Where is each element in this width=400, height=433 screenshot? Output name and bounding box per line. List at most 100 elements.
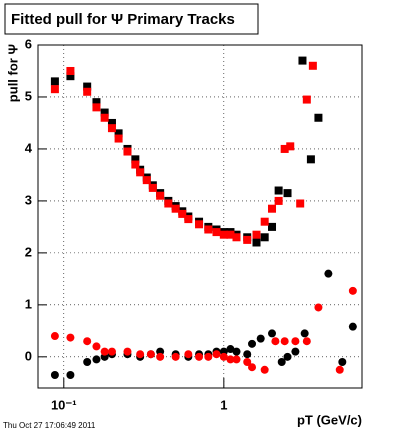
marker xyxy=(66,371,75,380)
marker xyxy=(83,337,92,346)
marker xyxy=(171,352,180,361)
marker xyxy=(66,66,75,75)
marker xyxy=(92,355,101,364)
marker xyxy=(243,235,252,244)
marker xyxy=(308,61,317,70)
marker xyxy=(302,337,311,346)
marker xyxy=(195,220,204,229)
marker xyxy=(156,191,165,200)
y-tick-label: 1 xyxy=(25,296,32,311)
marker xyxy=(171,204,180,213)
marker xyxy=(280,337,289,346)
marker xyxy=(291,347,300,356)
marker xyxy=(243,350,252,359)
marker xyxy=(50,371,59,380)
y-tick-label: 4 xyxy=(25,140,33,155)
marker xyxy=(243,358,252,367)
y-tick-label: 2 xyxy=(25,244,32,259)
marker xyxy=(314,303,323,312)
marker xyxy=(286,142,295,151)
y-tick-label: 5 xyxy=(25,88,32,103)
marker xyxy=(100,108,109,117)
marker xyxy=(226,355,235,364)
chart-title: Fitted pull for Ψ Primary Tracks xyxy=(11,11,235,28)
marker xyxy=(256,334,265,343)
marker xyxy=(123,347,132,356)
marker xyxy=(226,345,235,354)
timestamp: Thu Oct 27 17:06:49 2011 xyxy=(3,421,96,430)
marker xyxy=(260,365,269,374)
marker xyxy=(212,228,221,237)
marker xyxy=(226,230,235,239)
marker xyxy=(219,230,228,239)
y-tick-label: 3 xyxy=(25,192,32,207)
marker xyxy=(50,77,59,86)
marker xyxy=(131,155,140,164)
marker xyxy=(50,332,59,341)
marker xyxy=(142,176,151,185)
marker xyxy=(123,147,132,156)
marker xyxy=(260,233,269,242)
marker xyxy=(184,350,193,359)
marker xyxy=(306,155,315,164)
marker xyxy=(114,129,123,138)
marker xyxy=(66,72,75,81)
marker xyxy=(280,144,289,153)
marker xyxy=(274,196,283,205)
marker xyxy=(296,199,305,208)
plot-frame xyxy=(37,44,363,389)
marker xyxy=(268,222,277,231)
marker xyxy=(136,350,145,359)
marker xyxy=(178,209,187,218)
marker xyxy=(248,339,257,348)
marker xyxy=(277,358,286,367)
marker xyxy=(283,352,292,361)
marker xyxy=(283,189,292,198)
marker xyxy=(148,183,157,192)
marker xyxy=(50,85,59,94)
marker xyxy=(136,168,145,177)
marker xyxy=(348,322,357,331)
marker xyxy=(314,113,323,122)
marker xyxy=(204,225,213,234)
marker xyxy=(146,350,155,359)
marker xyxy=(271,337,280,346)
marker xyxy=(156,352,165,361)
marker xyxy=(248,363,257,372)
marker xyxy=(274,186,283,195)
marker xyxy=(232,355,241,364)
marker xyxy=(204,352,213,361)
marker xyxy=(114,134,123,143)
marker xyxy=(335,365,344,374)
x-axis-label: pT (GeV/c) xyxy=(297,412,362,427)
marker xyxy=(300,329,309,338)
marker xyxy=(131,160,140,169)
marker xyxy=(195,352,204,361)
y-axis-label: pull for Ψ xyxy=(5,44,20,102)
marker xyxy=(232,233,241,242)
marker xyxy=(232,347,241,356)
marker xyxy=(92,342,101,351)
marker xyxy=(83,358,92,367)
marker xyxy=(348,286,357,295)
marker xyxy=(83,82,92,91)
marker xyxy=(83,87,92,96)
marker xyxy=(219,352,228,361)
marker xyxy=(66,333,75,342)
marker xyxy=(164,199,173,208)
y-tick-label: 0 xyxy=(25,348,32,363)
marker xyxy=(184,215,193,224)
x-tick-label: 1 xyxy=(220,397,227,412)
marker xyxy=(260,217,269,226)
marker xyxy=(252,238,261,247)
marker xyxy=(291,337,300,346)
marker xyxy=(107,124,116,133)
marker xyxy=(268,329,277,338)
marker xyxy=(252,230,261,239)
marker xyxy=(324,269,333,278)
title-box xyxy=(4,3,259,35)
marker xyxy=(302,95,311,104)
y-tick-label: 6 xyxy=(25,36,32,51)
x-tick-label: 10⁻¹ xyxy=(51,397,77,412)
